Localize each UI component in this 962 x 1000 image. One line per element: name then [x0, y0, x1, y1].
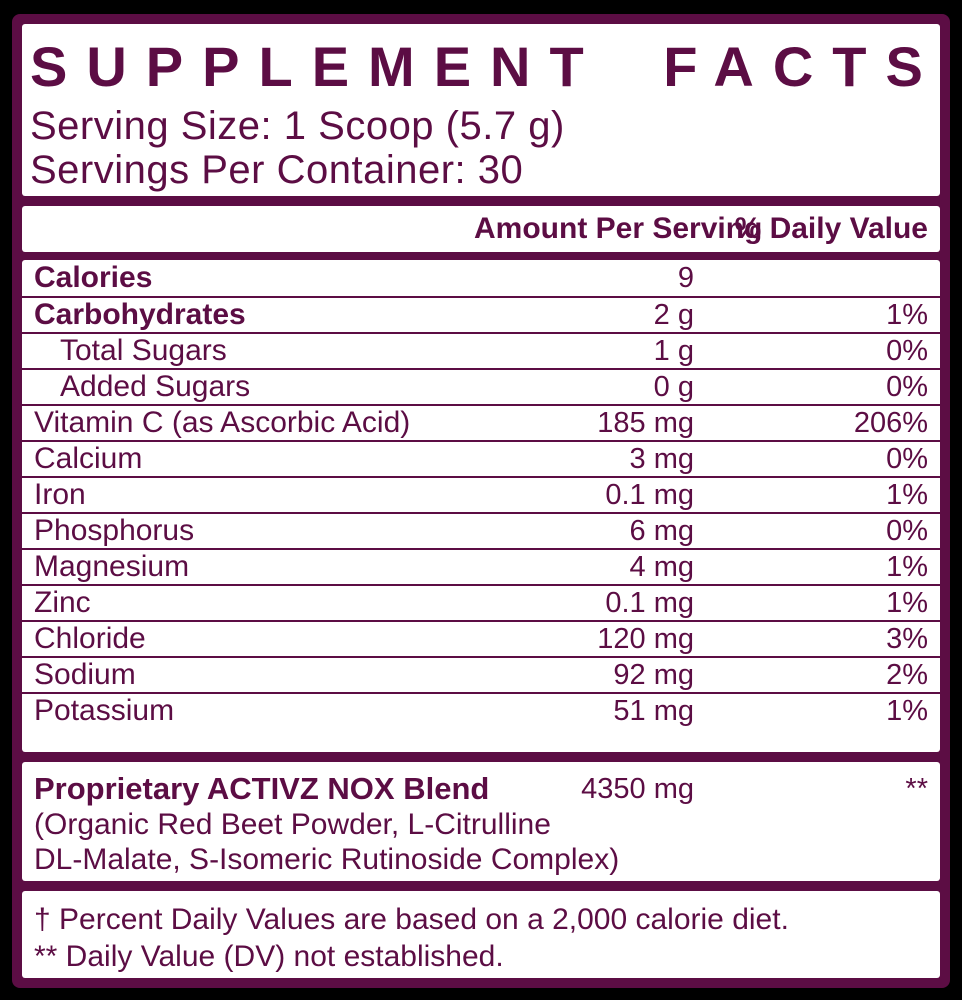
nutrient-amount: 4 mg	[629, 550, 694, 583]
nutrient-row-phosphorus: Phosphorus 6 mg 0%	[22, 512, 940, 548]
nutrient-amount: 2 g	[653, 298, 694, 331]
nutrient-amount: 6 mg	[629, 514, 694, 547]
blend-description-line1: (Organic Red Beet Powder, L-Citrulline	[34, 808, 551, 841]
nutrient-dv: 1%	[886, 550, 928, 583]
nutrient-row-added-sugars: Added Sugars 0 g 0%	[22, 368, 940, 404]
nutrient-dv: 1%	[886, 298, 928, 331]
nutrient-amount: 9	[677, 261, 694, 294]
column-header-amount: Amount Per Serving	[474, 212, 763, 245]
nutrient-dv: 2%	[886, 658, 928, 691]
serving-info: Serving Size: 1 Scoop (5.7 g) Servings P…	[30, 104, 940, 192]
nutrient-amount: 3 mg	[629, 442, 694, 475]
nutrient-name: Potassium	[34, 694, 175, 727]
nutrient-name: Added Sugars	[60, 370, 251, 403]
nutrient-dv: 1%	[886, 586, 928, 619]
nutrient-dv: 206%	[853, 406, 928, 439]
nutrient-dv: 1%	[886, 478, 928, 511]
blend-description-line2: DL-Malate, S-Isomeric Rutinoside Complex…	[34, 843, 620, 876]
nutrient-row-carbohydrates: Carbohydrates 2 g 1%	[22, 296, 940, 332]
nutrient-amount: 1 g	[653, 334, 694, 367]
nutrient-name: Chloride	[34, 622, 146, 655]
footnote-daily-values: † Percent Daily Values are based on a 2,…	[34, 903, 789, 936]
nutrient-name: Phosphorus	[34, 514, 195, 547]
nutrient-amount: 92 mg	[613, 658, 694, 691]
nutrient-name: Zinc	[34, 586, 91, 619]
nutrient-name: Magnesium	[34, 550, 190, 583]
nutrient-name: Iron	[34, 478, 86, 511]
nutrient-row-chloride: Chloride 120 mg 3%	[22, 620, 940, 656]
column-header-dv: % Daily Value	[734, 212, 928, 245]
nutrient-name: Vitamin C (as Ascorbic Acid)	[34, 406, 411, 439]
column-header-row: Amount Per Serving % Daily Value	[22, 206, 940, 252]
nutrient-name: Sodium	[34, 658, 136, 691]
blend-amount: 4350 mg	[581, 773, 694, 805]
nutrient-table: Calories 9 Carbohydrates 2 g 1% Total Su…	[22, 260, 940, 752]
nutrient-name: Calories	[34, 261, 153, 294]
nutrient-row-potassium: Potassium 51 mg 1%	[22, 692, 940, 728]
nutrient-row-magnesium: Magnesium 4 mg 1%	[22, 548, 940, 584]
nutrient-dv: 0%	[886, 514, 928, 547]
nutrient-name: Total Sugars	[60, 334, 227, 367]
supplement-facts-label: SUPPLEMENT FACTS Serving Size: 1 Scoop (…	[12, 14, 950, 988]
nutrient-dv: 0%	[886, 442, 928, 475]
nutrient-row-vitamin-c: Vitamin C (as Ascorbic Acid) 185 mg 206%	[22, 404, 940, 440]
nutrient-amount: 120 mg	[597, 622, 694, 655]
nutrient-amount: 0 g	[653, 370, 694, 403]
blend-name: Proprietary ACTIVZ NOX Blend	[34, 771, 490, 806]
nutrient-dv: 1%	[886, 694, 928, 727]
nutrient-row-zinc: Zinc 0.1 mg 1%	[22, 584, 940, 620]
nutrient-name: Calcium	[34, 442, 143, 475]
footnotes-panel: † Percent Daily Values are based on a 2,…	[22, 891, 940, 978]
nutrient-dv: 0%	[886, 334, 928, 367]
proprietary-blend-panel: Proprietary ACTIVZ NOX Blend 4350 mg ** …	[22, 762, 940, 881]
blend-row: Proprietary ACTIVZ NOX Blend 4350 mg **	[34, 772, 928, 806]
nutrient-row-total-sugars: Total Sugars 1 g 0%	[22, 332, 940, 368]
nutrient-dv: 3%	[886, 622, 928, 655]
nutrient-dv: 0%	[886, 370, 928, 403]
nutrient-amount: 0.1 mg	[605, 586, 694, 619]
serving-size: Serving Size: 1 Scoop (5.7 g)	[30, 104, 565, 148]
nutrient-row-iron: Iron 0.1 mg 1%	[22, 476, 940, 512]
nutrient-row-calories: Calories 9	[22, 260, 940, 296]
nutrient-amount: 51 mg	[613, 694, 694, 727]
footnote-dv-not-established: ** Daily Value (DV) not established.	[34, 940, 504, 973]
page-title: SUPPLEMENT FACTS	[30, 35, 942, 98]
nutrient-name: Carbohydrates	[34, 298, 246, 331]
servings-per-container: Servings Per Container: 30	[30, 148, 524, 192]
nutrient-amount: 0.1 mg	[605, 478, 694, 511]
nutrient-amount: 185 mg	[597, 406, 694, 439]
nutrient-row-calcium: Calcium 3 mg 0%	[22, 440, 940, 476]
nutrient-row-sodium: Sodium 92 mg 2%	[22, 656, 940, 692]
blend-dv: **	[905, 773, 928, 805]
header-panel: SUPPLEMENT FACTS Serving Size: 1 Scoop (…	[22, 24, 940, 196]
